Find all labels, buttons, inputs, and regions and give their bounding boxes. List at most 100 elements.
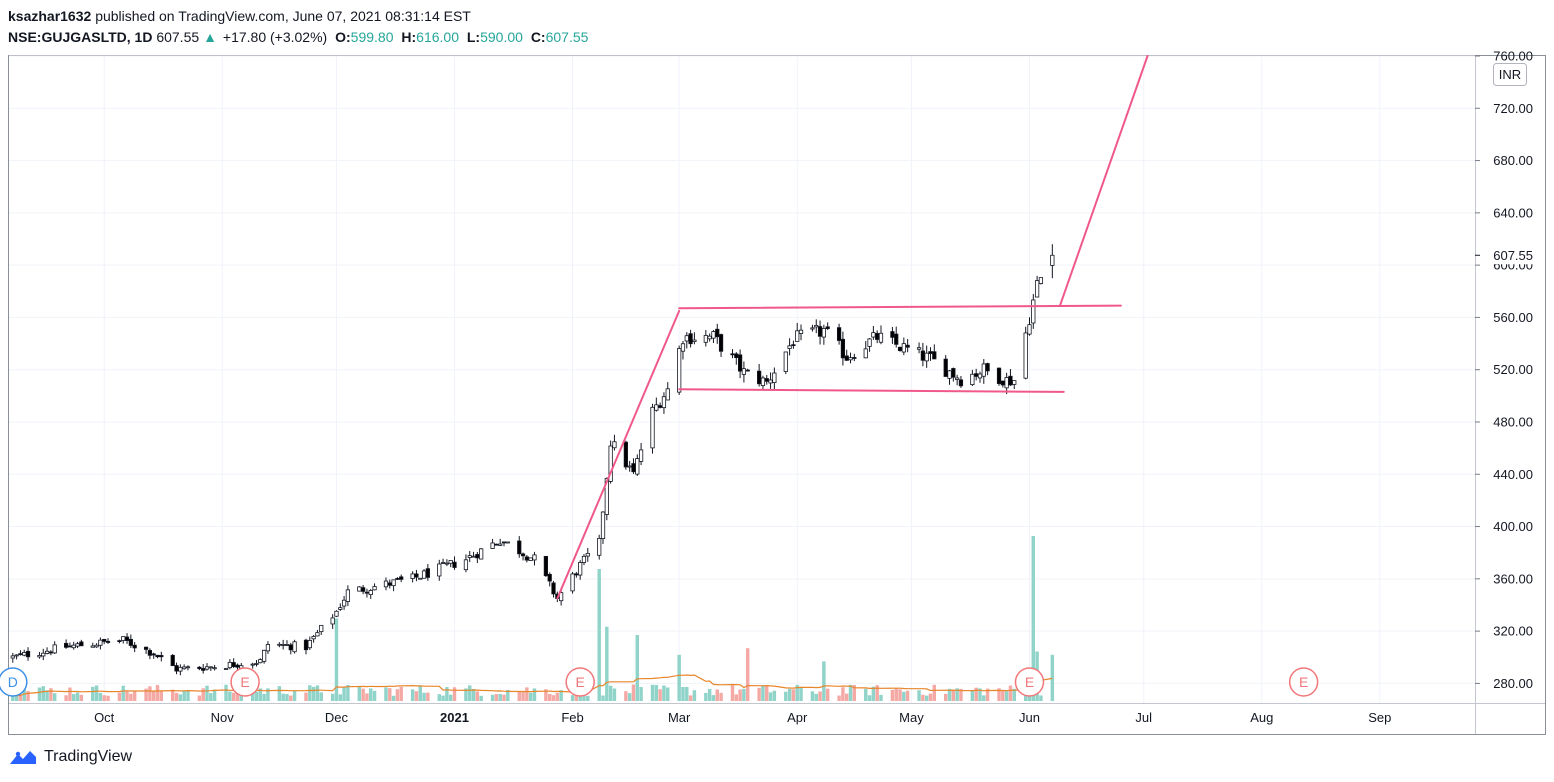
candle-body [581, 555, 587, 563]
candle-body [64, 642, 69, 648]
volume-bar [464, 688, 468, 701]
candle-body [265, 644, 271, 652]
volume-bar [45, 690, 49, 701]
candle-body [597, 537, 602, 556]
candle-body [452, 561, 457, 568]
volume-bar [601, 695, 605, 701]
volume-bar [871, 686, 876, 701]
candle-body [25, 650, 31, 658]
price-tick-label: 480.00 [1493, 414, 1533, 429]
volume-bar [159, 691, 164, 701]
candle-body [37, 655, 42, 658]
candle-body [734, 353, 739, 359]
candle-body [977, 373, 983, 379]
candle-body [638, 449, 644, 462]
candle-body [654, 404, 659, 411]
volume-bar [319, 692, 323, 701]
earnings-marker[interactable]: E [565, 667, 595, 697]
volume-bar [654, 684, 659, 701]
candle-body [79, 641, 84, 647]
candle-body [741, 368, 747, 375]
volume-bar [26, 691, 30, 701]
time-tick-label: May [899, 710, 924, 725]
volume-bar [704, 692, 708, 701]
time-tick-label: Jun [1019, 710, 1040, 725]
volume-bar [452, 687, 457, 701]
candle-body [505, 541, 510, 544]
marker-circle [230, 667, 260, 697]
volume-bar [98, 692, 103, 701]
volume-bar [262, 693, 266, 701]
volume-bar [928, 693, 933, 701]
volume-bar [475, 691, 480, 701]
trendlines[interactable] [556, 55, 1149, 600]
candle-body [292, 641, 297, 653]
currency-badge[interactable]: INR [1493, 63, 1527, 86]
candle-body [425, 568, 430, 578]
candle-body [338, 607, 343, 610]
earnings-marker[interactable]: E [230, 667, 260, 697]
candle-body [814, 325, 819, 328]
symbol-label[interactable]: NSE:GUJGASLTD, 1D [8, 29, 153, 45]
candle-body [551, 582, 556, 595]
volume-bar [448, 694, 453, 701]
candle-body [905, 344, 910, 348]
volume-bar [224, 684, 228, 701]
volume-bar [14, 695, 19, 701]
author-name[interactable]: ksazhar1632 [8, 8, 92, 24]
volume-bar [658, 689, 662, 701]
volume-bar [586, 695, 590, 701]
volume-bar [49, 688, 53, 701]
volume-bar [810, 691, 815, 701]
candle-body [890, 331, 895, 338]
candle-body [745, 369, 750, 372]
candle-body [147, 650, 153, 656]
candle-body [520, 553, 526, 557]
candle-body [661, 396, 667, 409]
volume-bar [822, 661, 826, 701]
volume-bar [186, 690, 190, 701]
volume-bar [955, 688, 959, 701]
low-value: 590.00 [480, 29, 523, 45]
volume-bar [201, 688, 205, 701]
tradingview-logo[interactable]: TradingView [8, 748, 132, 766]
volume-bar [608, 685, 613, 701]
publish-info: published on TradingView.com, June 07, 2… [95, 8, 471, 24]
trendline-range-top [678, 304, 1122, 310]
candle-body [471, 555, 476, 558]
earnings-marker[interactable]: E [1288, 667, 1319, 697]
volume-bar [635, 635, 639, 701]
volume-bar [494, 693, 499, 701]
candle-body [90, 645, 95, 648]
candle-body [985, 363, 990, 372]
time-axis[interactable]: Oct Nov Dec 2021 Feb Mar Apr May Jun Jul Aug Sep [94, 710, 1391, 725]
dividend-marker[interactable]: D [0, 667, 28, 697]
volume-bar [441, 695, 445, 701]
volume-bar [37, 687, 42, 701]
volume-bar [266, 688, 270, 701]
candle-body [391, 579, 396, 587]
candle-body [151, 653, 156, 656]
candle-body [368, 590, 373, 596]
volume-bar [334, 618, 339, 701]
volume-bar [978, 688, 982, 701]
candle-body [996, 367, 1002, 384]
volume-bar [791, 689, 796, 701]
candle-body [155, 654, 160, 658]
candle-body [288, 644, 293, 651]
volume-bar [547, 693, 552, 701]
volume-bar [285, 694, 289, 701]
volume-bar [422, 692, 426, 701]
volume-bar [125, 690, 129, 701]
volume-bar [734, 694, 739, 701]
volume-bar [292, 690, 297, 701]
volume-bar [410, 689, 415, 701]
earnings-marker[interactable]: E [1014, 667, 1045, 697]
price-axis[interactable]: 760.00720.00680.00640.00600.00560.00520.… [1475, 49, 1533, 691]
volume-bar [905, 690, 910, 701]
candle-body [159, 655, 164, 658]
volume-bar [254, 691, 259, 701]
last-price-tag: 607.55 [1475, 246, 1540, 265]
